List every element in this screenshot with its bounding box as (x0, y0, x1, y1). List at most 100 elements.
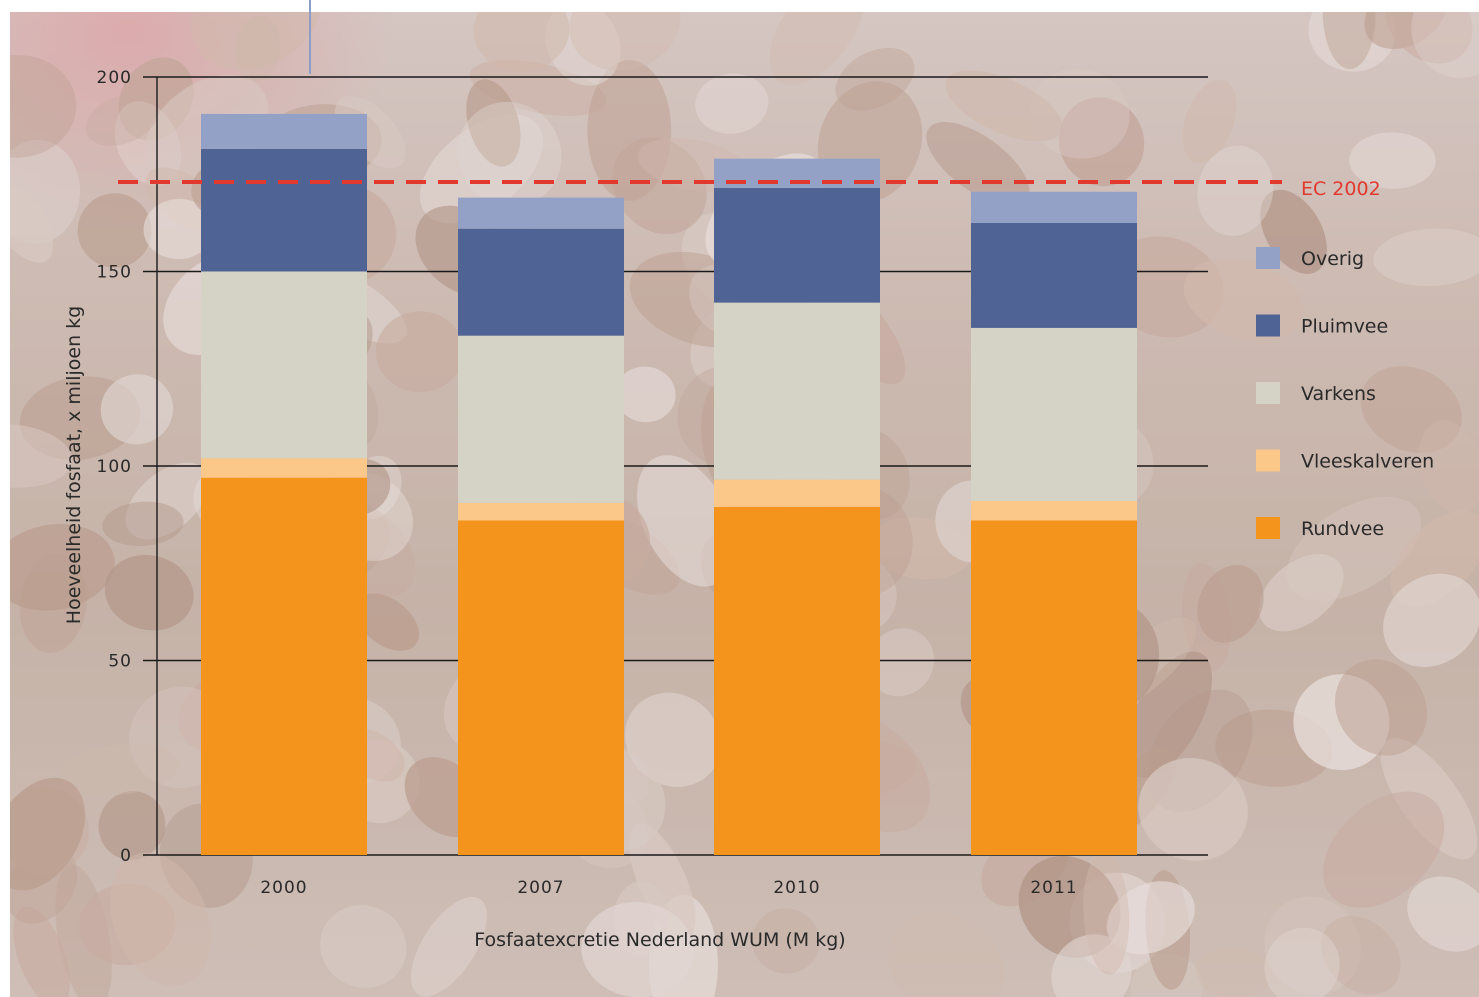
pellet (1308, 12, 1396, 72)
bar-segment-pluimvee-2000 (201, 148, 367, 272)
bar-segment-pluimvee-2007 (458, 228, 624, 336)
legend-swatch-vleeskalveren (1256, 449, 1280, 472)
pellet (85, 93, 159, 146)
pellet (1264, 927, 1340, 997)
bar-segment-vleeskalveren-2000 (201, 458, 367, 478)
pellet (13, 906, 71, 997)
bar-segment-overig-2011 (971, 191, 1137, 223)
pellet (1373, 228, 1479, 287)
pellet (615, 366, 676, 423)
pellet (1360, 366, 1462, 454)
pellet (1293, 674, 1390, 771)
bar-segment-pluimvee-2011 (971, 222, 1137, 328)
pellet (1321, 915, 1401, 995)
pellet (1411, 12, 1479, 78)
pellet (143, 198, 215, 260)
y-axis-title: Hoeveelheid fosfaat, x miljoen kg (63, 306, 85, 624)
pellet (190, 12, 321, 71)
pellet (355, 593, 420, 651)
x-axis-title: Fosfaatexcretie Nederland WUM (M kg) (474, 929, 845, 951)
bars (201, 113, 1137, 855)
pellet (581, 902, 694, 997)
pellet (10, 423, 73, 488)
y-tick-label-200: 200 (97, 68, 132, 88)
pellet (628, 823, 696, 940)
pellet (125, 462, 210, 540)
pellet (835, 47, 915, 111)
pellet (410, 896, 487, 997)
pellet (637, 455, 735, 587)
pellet (769, 12, 865, 86)
pellet (1418, 420, 1479, 514)
y-axis: 0 50 100 150 200 (97, 68, 158, 866)
bar-segment-vleeskalveren-2010 (714, 479, 880, 507)
pellet (10, 162, 54, 263)
x-tick-label-2011: 2011 (1030, 878, 1077, 898)
bar-segment-varkens-2010 (714, 302, 880, 480)
pellet (1323, 791, 1445, 908)
legend-label-varkens: Varkens (1301, 383, 1376, 405)
pellet (695, 73, 769, 134)
pellet (1349, 132, 1436, 189)
pellet (100, 374, 174, 445)
bar-segment-rundvee-2007 (458, 520, 624, 855)
legend: Overig Pluimvee Varkens Vleeskalveren Rundve… (1256, 247, 1434, 540)
bar-segment-rundvee-2000 (201, 477, 367, 855)
pellet (1106, 881, 1195, 955)
pellet (473, 12, 570, 72)
x-tick-label-2007: 2007 (517, 878, 564, 898)
pellet (98, 791, 166, 860)
pellet (1286, 496, 1422, 601)
bar-segment-varkens-2000 (201, 271, 367, 459)
bar-segment-varkens-2007 (458, 335, 624, 503)
y-tick-label-150: 150 (97, 263, 132, 283)
pellet (625, 692, 722, 787)
pellet (1197, 145, 1274, 236)
bar-segment-rundvee-2010 (714, 506, 880, 855)
pellet (926, 122, 1030, 206)
pellet (1407, 876, 1479, 952)
legend-swatch-rundvee (1256, 517, 1280, 539)
pellet (1322, 12, 1376, 70)
pellet (612, 137, 707, 235)
pellet (1138, 758, 1248, 861)
y-tick-label-50: 50 (108, 652, 132, 672)
pellet (1264, 896, 1362, 996)
pellet (1125, 651, 1213, 778)
pellet (102, 501, 184, 547)
legend-label-overig: Overig (1301, 248, 1364, 270)
pellet (1051, 934, 1132, 997)
pellet (751, 908, 820, 974)
pellet (77, 193, 152, 268)
legend-label-pluimvee: Pluimvee (1301, 316, 1388, 338)
pellet (569, 12, 681, 71)
legend-swatch-overig (1256, 247, 1280, 269)
pellet (1182, 79, 1237, 163)
pellet (375, 311, 464, 393)
legend-swatch-pluimvee (1256, 314, 1280, 337)
bar-segment-overig-2007 (458, 197, 624, 229)
pellet (867, 628, 935, 697)
pellet (1258, 553, 1344, 632)
pellet (104, 554, 194, 631)
legend-label-rundvee: Rundvee (1301, 518, 1384, 540)
bar-segment-vleeskalveren-2011 (971, 501, 1137, 521)
pellet (1383, 573, 1479, 667)
pellet (888, 911, 1004, 997)
pellet (466, 79, 521, 167)
pellet (10, 777, 86, 891)
bar-segment-rundvee-2011 (971, 520, 1137, 855)
bar-segment-varkens-2011 (971, 327, 1137, 502)
legend-swatch-varkens (1256, 382, 1280, 404)
x-tick-label-2010: 2010 (773, 878, 820, 898)
ec-2002-label: EC 2002 (1301, 178, 1381, 200)
pellet (1083, 852, 1130, 975)
pellet (1058, 97, 1145, 187)
pellet (110, 852, 211, 987)
pellet (320, 905, 407, 988)
pellet (10, 523, 115, 611)
x-axis-labels: 2000 2007 2010 2011 (260, 878, 1077, 898)
y-tick-label-0: 0 (120, 846, 132, 866)
